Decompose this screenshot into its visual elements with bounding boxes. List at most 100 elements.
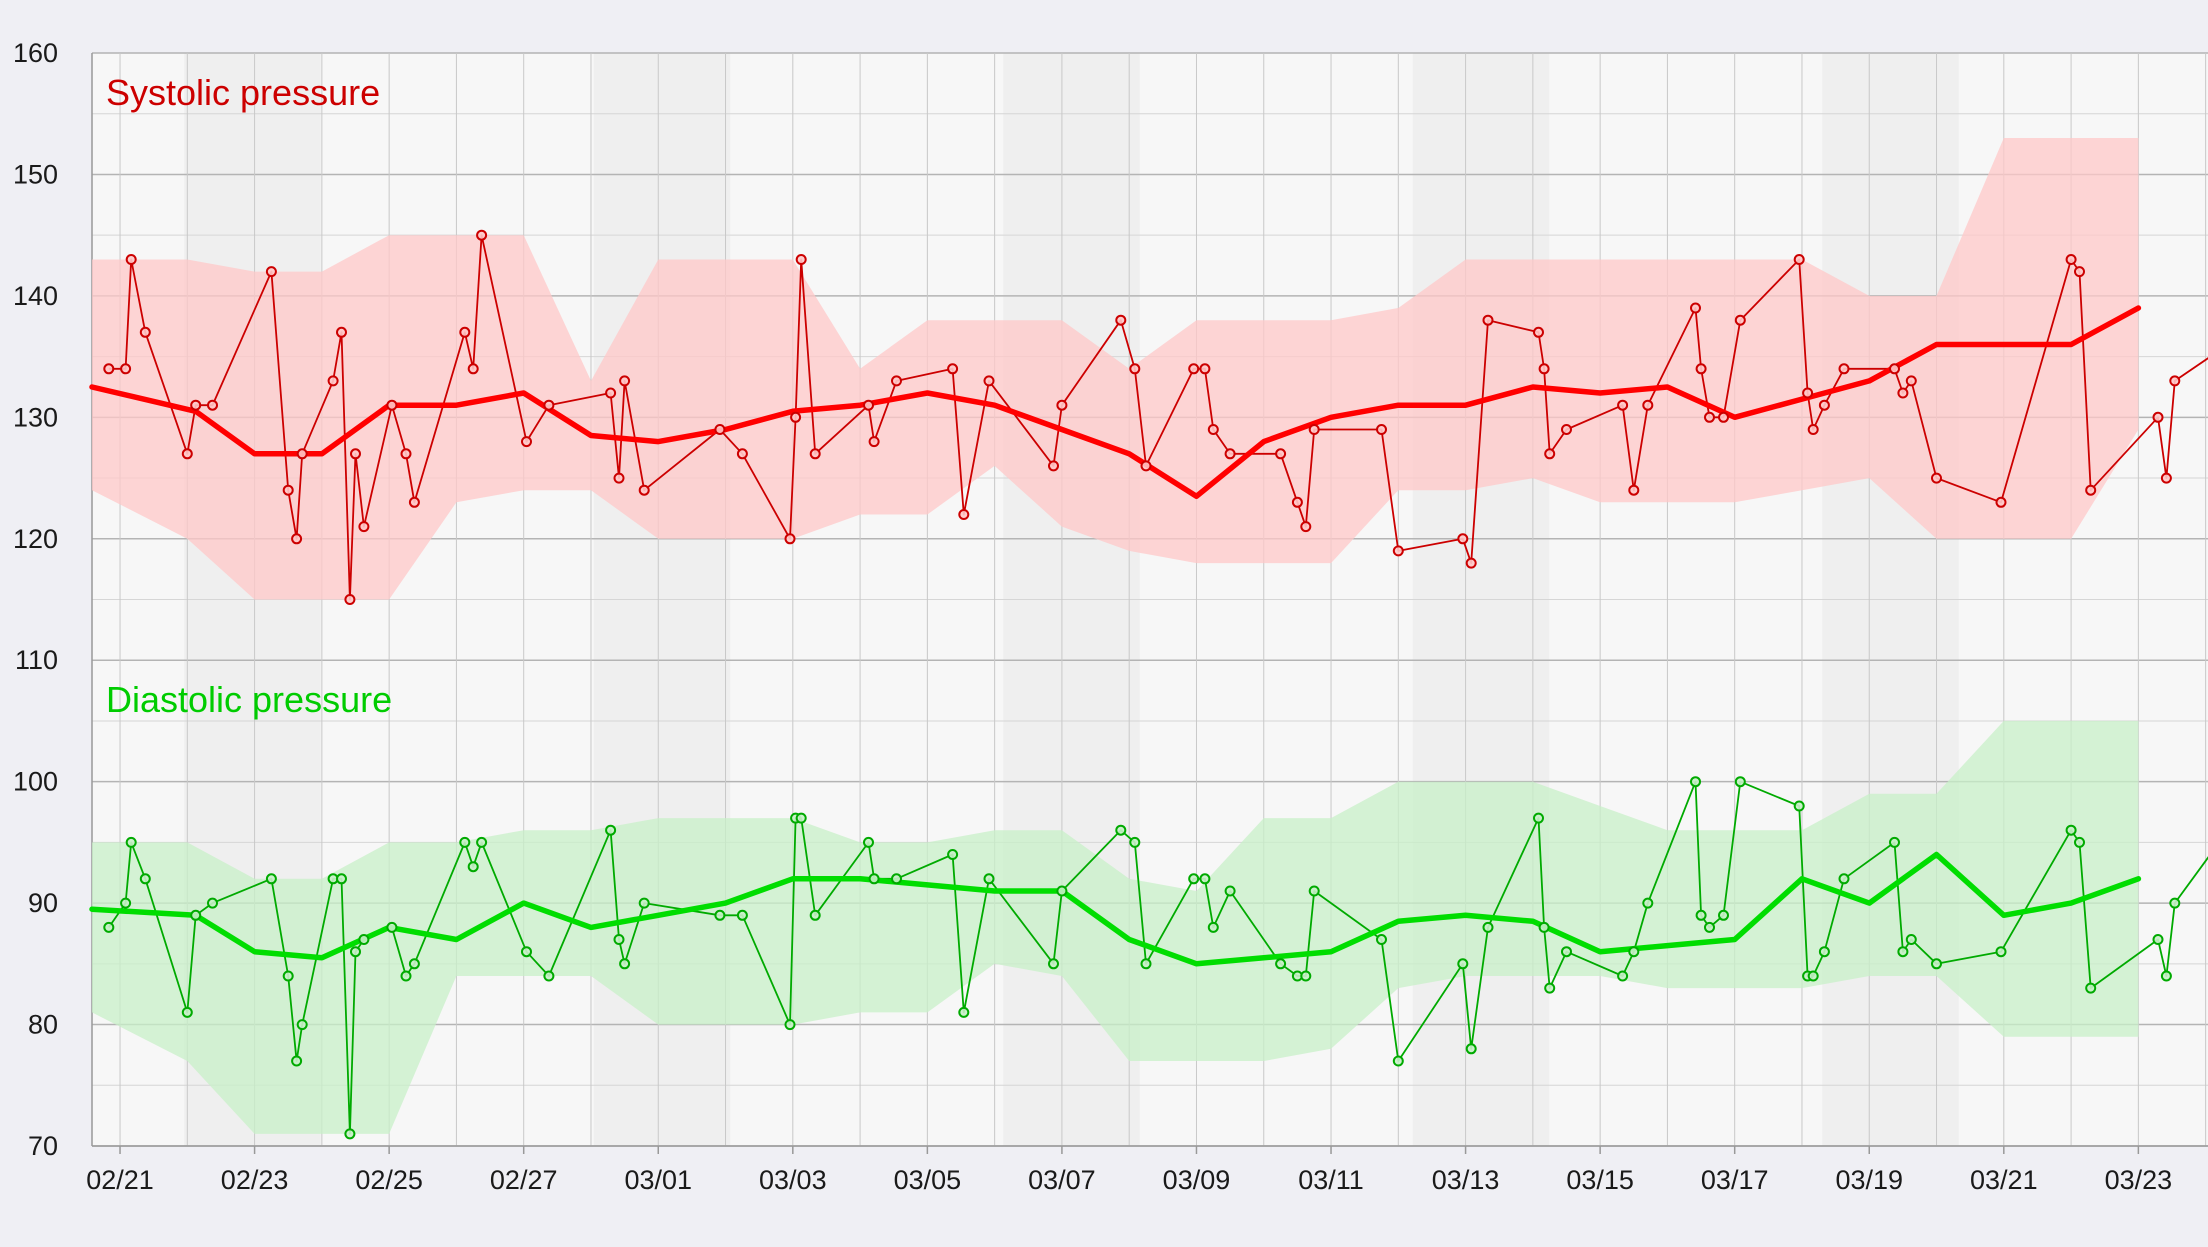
systolic-reading-point [181, 448, 193, 460]
systolic-reading-point [1300, 521, 1312, 533]
systolic-reading-point [386, 399, 398, 411]
systolic-reading-point [282, 484, 294, 496]
systolic-reading-point [947, 363, 959, 375]
diastolic-reading-point [868, 873, 880, 885]
systolic-reading-point [1457, 533, 1469, 545]
systolic-reading-point [1818, 399, 1830, 411]
systolic-reading-point [139, 326, 151, 338]
systolic-reading-point [1561, 424, 1572, 435]
x-tick-label: 02/21 [86, 1165, 154, 1195]
systolic-reading-point [2152, 411, 2164, 423]
systolic-reading-point [265, 266, 277, 278]
systolic-label: Systolic pressure [106, 72, 380, 113]
diastolic-reading-point [1129, 836, 1141, 848]
x-tick-label: 02/23 [221, 1165, 289, 1195]
diastolic-reading-point [190, 909, 202, 921]
diastolic-reading-point [1995, 946, 2007, 958]
diastolic-reading-point [613, 934, 625, 945]
x-tick-label: 03/15 [1566, 1165, 1634, 1195]
systolic-reading-point [1544, 448, 1556, 460]
diastolic-reading-point [1695, 909, 1707, 921]
diastolic-reading-point [296, 1019, 308, 1031]
y-tick-label: 100 [13, 767, 58, 797]
systolic-reading-point [296, 448, 308, 460]
diastolic-reading-point [1275, 958, 1287, 970]
diastolic-reading-point [1199, 873, 1211, 885]
diastolic-reading-point [1482, 921, 1494, 933]
x-tick-label: 02/27 [490, 1165, 558, 1195]
systolic-reading-point [790, 411, 802, 423]
diastolic-reading-point [1300, 970, 1312, 982]
systolic-reading-point [336, 326, 347, 338]
systolic-reading-point [190, 399, 202, 411]
x-tick-label: 02/25 [355, 1165, 423, 1195]
diastolic-reading-point [386, 921, 398, 933]
systolic-reading-point [327, 375, 339, 387]
systolic-reading-point [1838, 363, 1850, 375]
diastolic-reading-point [1734, 776, 1746, 788]
trend-lines [89, 305, 2142, 967]
diastolic-reading-point [1465, 1043, 1477, 1055]
systolic-reading-point [467, 363, 479, 375]
diastolic-reading-point [2074, 836, 2085, 848]
diastolic-reading-point [1897, 946, 1909, 958]
diastolic-reading-point [605, 824, 617, 836]
diastolic-reading-point [2065, 824, 2077, 836]
y-tick-label: 120 [13, 524, 58, 554]
diastolic-reading-point [2160, 970, 2172, 982]
systolic-reading-point [2160, 472, 2172, 484]
diastolic-reading-point [1188, 873, 1200, 885]
diastolic-reading-point [1793, 800, 1805, 812]
diastolic-reading-point [103, 921, 115, 933]
diastolic-reading-point [265, 873, 277, 885]
x-tick-label: 03/03 [759, 1165, 827, 1195]
diastolic-reading-point [120, 897, 132, 909]
diastolic-reading-point [1818, 946, 1830, 958]
diastolic-reading-point [125, 836, 137, 848]
diastolic-reading-point [207, 897, 218, 909]
y-tick-label: 160 [13, 38, 58, 68]
systolic-reading-point [125, 254, 137, 265]
diastolic-reading-point [344, 1128, 356, 1140]
systolic-reading-point [1905, 375, 1917, 387]
systolic-reading-point [1802, 387, 1814, 399]
systolic-reading-point [1995, 496, 2007, 508]
systolic-reading-point [103, 363, 115, 375]
diastolic-reading-point [2085, 982, 2097, 994]
diastolic-reading-point [1207, 921, 1219, 933]
systolic-reading-point [1628, 484, 1640, 496]
diastolic-reading-point [1617, 970, 1629, 982]
systolic-reading-point [784, 533, 796, 545]
systolic-reading-point [1129, 363, 1141, 375]
y-tick-label: 90 [28, 888, 58, 918]
systolic-reading-point [120, 363, 132, 375]
systolic-reading-point [2074, 266, 2085, 278]
x-tick-label: 03/07 [1028, 1165, 1096, 1195]
systolic-reading-point [2065, 254, 2077, 265]
diastolic-reading-point [1905, 934, 1917, 945]
systolic-reading-point [891, 375, 902, 387]
systolic-reading-point [1207, 424, 1219, 435]
systolic-reading-point [1465, 557, 1477, 569]
diastolic-reading-point [1056, 885, 1068, 897]
x-tick-label: 03/09 [1163, 1165, 1231, 1195]
systolic-reading-point [1048, 460, 1059, 472]
systolic-reading-point [795, 254, 807, 265]
systolic-reading-point [1538, 363, 1550, 375]
systolic-reading-point [1115, 314, 1127, 326]
systolic-reading-point [605, 387, 617, 399]
diastolic-reading-point [1544, 982, 1556, 994]
diastolic-reading-point [408, 958, 420, 970]
systolic-reading-point [868, 436, 880, 448]
diastolic-reading-point [1690, 776, 1701, 788]
systolic-reading-point [1642, 399, 1654, 411]
x-tick-label: 03/17 [1701, 1165, 1769, 1195]
x-axis-ticks: 02/21 02/23 02/25 02/27 03/01 03/03 03/05 03/07… [86, 1146, 2172, 1195]
systolic-reading-point [983, 375, 995, 387]
diastolic-reading-point [1628, 946, 1640, 958]
systolic-reading-point [1308, 424, 1320, 435]
systolic-reading-point [1291, 496, 1303, 508]
systolic-reading-point [358, 521, 370, 533]
diastolic-reading-point [1889, 836, 1900, 848]
y-tick-label: 140 [13, 281, 58, 311]
